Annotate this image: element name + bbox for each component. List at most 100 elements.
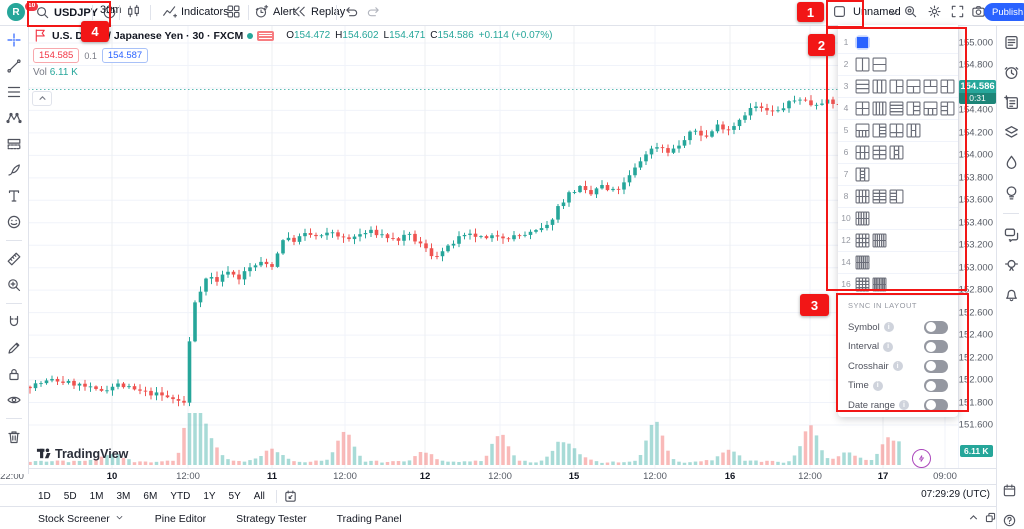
info-icon[interactable]: i xyxy=(872,380,883,391)
fullscreen-icon[interactable] xyxy=(950,4,965,19)
help-icon[interactable] xyxy=(1002,513,1017,528)
indicators-button[interactable]: Indicators xyxy=(162,4,229,19)
chart-style-button[interactable] xyxy=(126,4,141,19)
brush-tool[interactable] xyxy=(5,161,23,179)
crosshair-tool[interactable] xyxy=(5,31,23,49)
layout-glyph-v2[interactable] xyxy=(854,56,871,73)
chat-icon[interactable] xyxy=(1002,225,1021,244)
hotlists-icon[interactable] xyxy=(1002,153,1021,172)
trend-line-tool[interactable] xyxy=(5,57,23,75)
range-button-5d[interactable]: 5D xyxy=(63,490,77,502)
range-button-5y[interactable]: 5Y xyxy=(228,490,241,502)
hide-all-tool[interactable] xyxy=(5,391,23,409)
layout-glyph-1l2r[interactable] xyxy=(888,78,905,95)
long-position-tool[interactable] xyxy=(5,135,23,153)
zoom-in-tool[interactable] xyxy=(5,276,23,294)
fib-retracement-tool[interactable] xyxy=(5,83,23,101)
xabcd-pattern-tool[interactable] xyxy=(5,109,23,127)
layout-glyph-v4[interactable] xyxy=(871,100,888,117)
alert-button[interactable]: Alert xyxy=(254,4,296,19)
range-button-3m[interactable]: 3M xyxy=(116,490,131,502)
news-icon[interactable] xyxy=(1002,93,1021,112)
drawing-lock-tool[interactable] xyxy=(5,339,23,357)
layout-glyph-2t1b[interactable] xyxy=(922,78,939,95)
sync-toggle-off[interactable] xyxy=(924,398,948,412)
symbol-flag-icon[interactable] xyxy=(33,28,48,43)
layout-glyph-1l4r[interactable] xyxy=(871,122,888,139)
layout-glyph-g82[interactable] xyxy=(871,276,888,293)
layout-glyph-h3[interactable] xyxy=(854,78,871,95)
layout-glyph-g42[interactable] xyxy=(854,188,871,205)
replay-button[interactable]: Replay xyxy=(292,4,345,19)
flash-marker-icon[interactable] xyxy=(912,449,931,468)
layout-name[interactable]: Unnamed xyxy=(853,6,901,18)
quick-search-icon[interactable] xyxy=(903,4,918,19)
info-icon[interactable]: i xyxy=(899,400,910,410)
layout-glyph-v3i2[interactable] xyxy=(888,144,905,161)
layout-glyph-h2[interactable] xyxy=(871,56,888,73)
notifications-icon[interactable] xyxy=(1002,285,1021,304)
range-button-1y[interactable]: 1Y xyxy=(203,490,216,502)
layout-glyph-3l1r[interactable] xyxy=(939,100,956,117)
statusbar-item-stock-screener[interactable]: Stock Screener xyxy=(38,512,125,526)
chart-settings-gear-icon[interactable] xyxy=(927,4,942,19)
restore-panel-icon[interactable] xyxy=(984,511,997,529)
legend-menu-icon[interactable] xyxy=(257,30,275,41)
layout-select-button[interactable] xyxy=(832,4,847,19)
layout-glyph-v3h4[interactable] xyxy=(854,166,871,183)
range-button-all[interactable]: All xyxy=(253,490,265,502)
layout-glyph-v3i[interactable] xyxy=(905,122,922,139)
layout-glyph-1t2b[interactable] xyxy=(905,78,922,95)
ideas-icon[interactable] xyxy=(1002,183,1021,202)
layout-glyph-v2h4[interactable] xyxy=(888,188,905,205)
info-icon[interactable]: i xyxy=(883,322,894,332)
sync-toggle-off[interactable] xyxy=(924,320,948,334)
user-avatar[interactable]: R 10 xyxy=(7,2,39,21)
ruler-tool[interactable] xyxy=(5,250,23,268)
layout-glyph-1l3r[interactable] xyxy=(905,100,922,117)
layout-glyph-g24[interactable] xyxy=(871,188,888,205)
sync-toggle-off[interactable] xyxy=(924,340,948,353)
statusbar-item-trading-panel[interactable]: Trading Panel xyxy=(336,512,402,525)
magnet-tool[interactable] xyxy=(5,313,23,331)
time-axis[interactable]: 22:00 10 12:00 11 12:00 12 12:00 15 12:00 16 12:00… xyxy=(0,468,996,485)
layout-glyph-g72[interactable] xyxy=(854,254,871,271)
range-button-ytd[interactable]: YTD xyxy=(170,490,191,502)
economic-calendar-icon[interactable] xyxy=(1002,483,1017,498)
symbol-title[interactable]: U.S. Dollar / Japanese Yen · 30 · FXCM xyxy=(52,29,244,42)
chevron-up-icon[interactable] xyxy=(967,511,980,529)
statusbar-item-strategy-tester[interactable]: Strategy Tester xyxy=(236,512,307,525)
layout-glyph-2l1r[interactable] xyxy=(939,78,956,95)
layout-glyph-1t3b[interactable] xyxy=(922,100,939,117)
timezone-clock[interactable]: 07:29:29 (UTC) xyxy=(921,489,990,500)
streams-icon[interactable] xyxy=(1002,255,1021,274)
legend-collapse-button[interactable] xyxy=(32,91,52,106)
chart-pane[interactable]: U.S. Dollar / Japanese Yen · 30 · FXCM O… xyxy=(28,25,958,468)
remove-all-tool[interactable] xyxy=(5,428,23,446)
chevron-down-icon[interactable] xyxy=(886,5,901,20)
undo-button[interactable] xyxy=(344,4,359,19)
ask-price[interactable]: 154.587 xyxy=(101,48,149,63)
layout-glyph-g62[interactable] xyxy=(871,232,888,249)
lock-all-tool[interactable] xyxy=(5,365,23,383)
price-axis[interactable]: 154.586 0:31 6.11 K 155.000154.800154.60… xyxy=(958,25,997,468)
layout-glyph-g23[interactable] xyxy=(871,144,888,161)
object-tree-icon[interactable] xyxy=(1002,123,1021,142)
range-button-6m[interactable]: 6M xyxy=(143,490,158,502)
layout-glyph-g52[interactable] xyxy=(854,210,871,227)
layout-glyph-g43[interactable] xyxy=(854,232,871,249)
range-button-1m[interactable]: 1M xyxy=(89,490,104,502)
statusbar-item-pine-editor[interactable]: Pine Editor xyxy=(154,512,207,525)
sync-toggle-off[interactable] xyxy=(924,359,948,373)
layout-glyph-g32[interactable] xyxy=(854,144,871,161)
candlestick-chart[interactable] xyxy=(28,25,958,468)
redo-button[interactable] xyxy=(366,4,381,19)
text-tool[interactable] xyxy=(5,187,23,205)
layout-glyph-g22b[interactable] xyxy=(888,122,905,139)
publish-button[interactable]: Publish xyxy=(984,3,1024,21)
layout-glyph-g44[interactable] xyxy=(854,276,871,293)
layout-glyph-1t4b[interactable] xyxy=(854,122,871,139)
watchlist-icon[interactable] xyxy=(1002,33,1021,52)
layout-glyph-g22[interactable] xyxy=(854,100,871,117)
emoji-tool[interactable] xyxy=(5,213,23,231)
